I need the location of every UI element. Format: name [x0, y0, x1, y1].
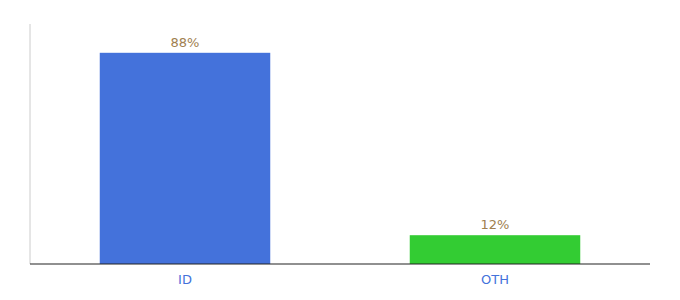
chart-container: 88% 12% ID OTH — [0, 0, 680, 300]
chart: 88% 12% ID OTH — [0, 0, 680, 300]
x-tick-label: ID — [178, 272, 192, 287]
bar — [100, 53, 271, 264]
data-label: 88% — [171, 35, 200, 50]
bar — [410, 235, 581, 264]
y-axis-line — [30, 24, 31, 264]
x-tick-label: OTH — [481, 272, 509, 287]
x-axis-line — [30, 263, 650, 264]
data-label: 12% — [481, 217, 510, 232]
bars — [100, 53, 581, 264]
